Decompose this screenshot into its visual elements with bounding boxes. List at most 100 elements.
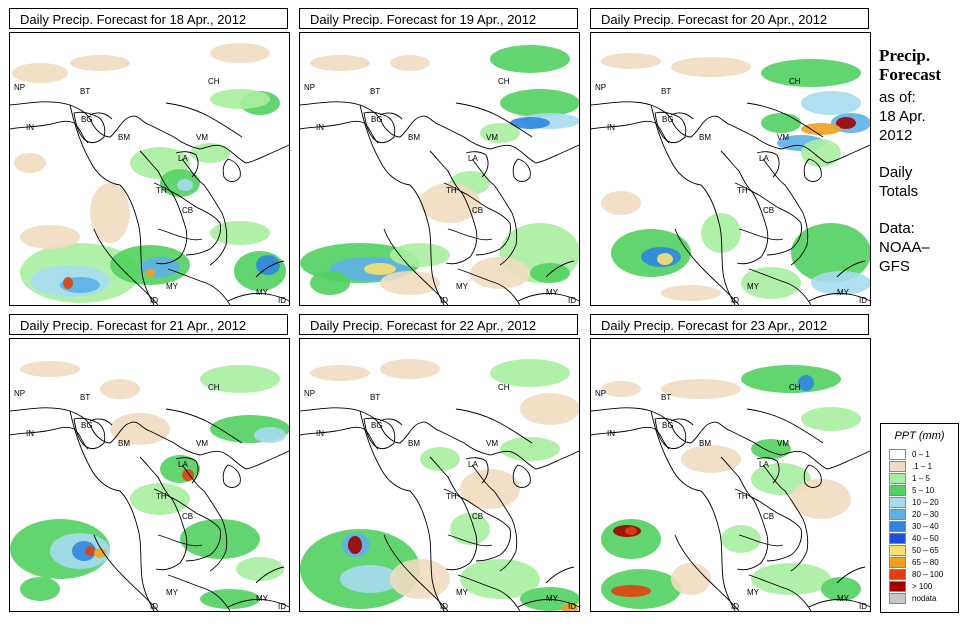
country-border xyxy=(512,158,531,182)
legend-label: 80 – 100 xyxy=(912,569,944,579)
country-border xyxy=(545,566,575,584)
legend-label: 5 – 10 xyxy=(912,485,935,495)
map-svg: NP BT BG IN BM CH VM LA TH CB MY ID MY ID xyxy=(10,43,289,305)
country-border xyxy=(10,407,289,470)
country-label: BT xyxy=(661,87,671,96)
country-label: BT xyxy=(370,393,380,402)
country-border xyxy=(738,534,784,547)
precip-area xyxy=(110,413,170,445)
precip-area xyxy=(490,359,570,387)
country-label: CB xyxy=(472,206,483,215)
legend-swatch xyxy=(889,568,906,580)
precip-area xyxy=(801,139,841,167)
precip-area xyxy=(390,559,450,599)
legend-item: 65 – 80 xyxy=(889,556,943,568)
precip-area xyxy=(751,563,831,595)
precip-area xyxy=(791,223,870,283)
precip-area xyxy=(380,359,440,379)
country-label: ID xyxy=(731,296,739,305)
precip-area xyxy=(601,53,661,69)
precip-area xyxy=(625,527,637,535)
country-label: MY xyxy=(256,288,269,297)
country-label: NP xyxy=(14,83,25,92)
caption-asof: as of: 18 Apr. 2012 xyxy=(879,88,965,145)
country-border xyxy=(720,456,769,571)
panel-title: Daily Precip. Forecast for 23 Apr., 2012 xyxy=(590,314,869,335)
country-border xyxy=(756,457,780,484)
country-border xyxy=(762,158,809,266)
country-border xyxy=(836,260,866,278)
country-border xyxy=(591,426,670,450)
country-label: CB xyxy=(472,512,483,521)
panel-title: Daily Precip. Forecast for 20 Apr., 2012 xyxy=(590,8,869,29)
country-label: BG xyxy=(81,421,93,430)
country-label: BT xyxy=(661,393,671,402)
country-border xyxy=(255,260,285,278)
country-label: CH xyxy=(498,77,510,86)
precip-area xyxy=(741,267,801,299)
country-border xyxy=(175,151,199,178)
legend-swatch xyxy=(889,592,906,604)
country-border xyxy=(10,101,289,164)
precip-area xyxy=(671,563,711,595)
precip-area xyxy=(90,183,130,243)
country-label: CH xyxy=(208,77,220,86)
precip-area xyxy=(761,59,861,87)
country-border xyxy=(222,158,241,182)
country-label: VM xyxy=(777,439,789,448)
precip-area xyxy=(460,559,540,599)
country-border xyxy=(175,457,199,484)
country-label: IN xyxy=(607,123,615,132)
country-border xyxy=(447,228,493,241)
country-border xyxy=(457,268,521,305)
country-label: BM xyxy=(408,133,420,142)
forecast-panel-5: Daily Precip. Forecast for 23 Apr., 2012… xyxy=(590,314,871,612)
country-border xyxy=(300,101,579,164)
country-border xyxy=(650,104,736,305)
caption-data-line3: GFS xyxy=(879,258,910,275)
precip-area xyxy=(200,365,280,393)
country-border xyxy=(471,464,518,572)
country-label: TH xyxy=(737,186,748,195)
country-border xyxy=(512,464,531,488)
forecast-panel-1: Daily Precip. Forecast for 19 Apr., 2012… xyxy=(299,8,580,306)
precip-area xyxy=(801,407,861,431)
country-label: ID xyxy=(440,602,448,611)
precip-area xyxy=(14,153,46,173)
legend-label: 50 – 65 xyxy=(912,545,939,555)
country-label: TH xyxy=(446,492,457,501)
country-border xyxy=(517,598,579,608)
legend-label: > 100 xyxy=(912,581,933,591)
forecast-panel-2: Daily Precip. Forecast for 20 Apr., 2012… xyxy=(590,8,871,306)
legend-item: 40 – 50 xyxy=(889,532,943,544)
precip-map: NP BT BG IN BM CH VM LA TH CB MY ID MY ID xyxy=(299,338,580,612)
legend-rows: 0 – 1 .1 – 1 1 – 5 5 – 10 10 – 20 20 – 30 30 –… xyxy=(889,448,943,604)
legend-swatch xyxy=(889,520,906,532)
panel-title: Daily Precip. Forecast for 22 Apr., 2012 xyxy=(299,314,578,335)
country-border xyxy=(359,410,445,611)
country-border xyxy=(471,158,518,266)
precip-area xyxy=(657,253,673,265)
panel-title: Daily Precip. Forecast for 19 Apr., 2012 xyxy=(299,8,578,29)
country-label: CH xyxy=(208,383,220,392)
country-border xyxy=(227,598,289,608)
precip-area xyxy=(470,257,530,289)
country-border xyxy=(734,182,802,256)
precip-map: NP BT BG IN BM CH VM LA TH CB MY ID MY ID xyxy=(590,32,871,306)
country-label: IN xyxy=(607,429,615,438)
map-svg: NP BT BG IN BM CH VM LA TH CB MY ID MY ID xyxy=(591,53,870,305)
legend-item: 1 – 5 xyxy=(889,472,943,484)
country-label: VM xyxy=(196,439,208,448)
legend-item: 5 – 10 xyxy=(889,484,943,496)
country-border xyxy=(670,418,694,426)
precip-area xyxy=(340,565,400,593)
caption-title-line2: Forecast xyxy=(879,65,941,84)
country-label: CH xyxy=(789,77,801,86)
caption-daily: Daily Totals xyxy=(879,163,965,201)
precip-area xyxy=(310,271,350,295)
country-label: BM xyxy=(699,133,711,142)
legend-swatch xyxy=(889,496,906,508)
precip-area xyxy=(12,63,68,83)
country-border xyxy=(181,464,228,572)
country-border xyxy=(10,120,89,144)
